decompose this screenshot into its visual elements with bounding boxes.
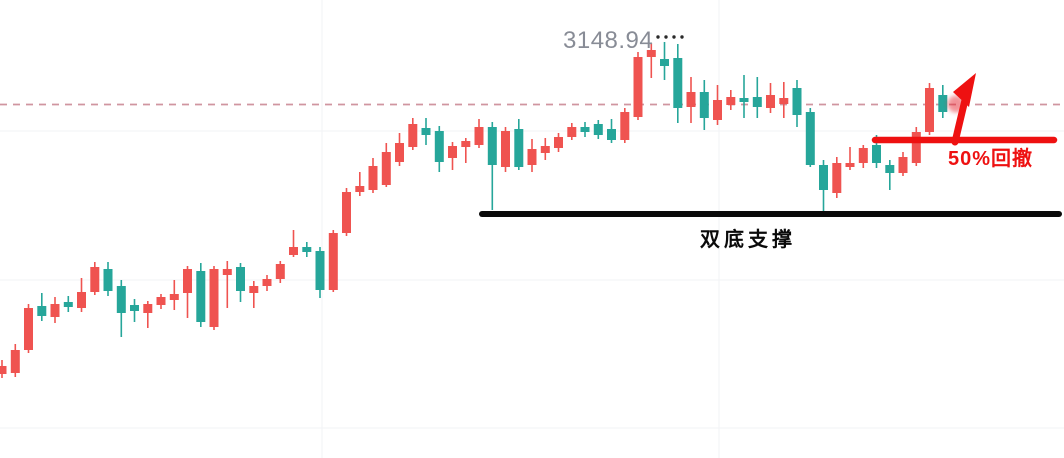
candle-body — [646, 50, 656, 57]
candle-body — [938, 95, 948, 112]
candle-body — [448, 146, 457, 158]
candle-body — [792, 88, 802, 115]
candle-body — [275, 264, 285, 279]
candle-body — [527, 149, 537, 165]
high-leader-dot — [680, 35, 684, 39]
candle-body — [342, 192, 351, 233]
candle-body — [686, 92, 696, 107]
candle-body — [567, 127, 577, 137]
candle-body — [249, 286, 259, 293]
candle-body — [607, 129, 616, 140]
candle-body — [262, 279, 272, 286]
double-bottom-support-label: 双底支撑 — [700, 229, 796, 251]
candle-body — [474, 127, 484, 145]
candle-body — [699, 92, 709, 118]
high-leader-dot — [656, 35, 660, 39]
candle-body — [739, 98, 749, 102]
candle-body — [222, 269, 232, 275]
candle-body — [885, 165, 895, 173]
candle-body — [368, 166, 378, 190]
candle-body — [858, 148, 868, 163]
candle-body — [540, 146, 550, 153]
candle-body — [196, 271, 206, 322]
candle-body — [90, 267, 100, 292]
candle-body — [766, 95, 775, 108]
candle-body — [37, 306, 47, 316]
candle-body — [63, 302, 73, 307]
candle-body — [143, 304, 153, 313]
candle-body — [925, 88, 934, 132]
high-leader-dot — [672, 35, 676, 39]
candle-body — [779, 98, 789, 104]
candle-body — [328, 233, 338, 290]
candle-body — [845, 163, 855, 167]
candle-body — [209, 269, 219, 327]
candle-body — [660, 59, 669, 66]
candle-body — [421, 128, 431, 135]
candle-body — [819, 165, 828, 190]
candle-body — [752, 97, 762, 107]
candle-body — [289, 247, 298, 255]
candle-body — [10, 350, 20, 373]
up-arrow-head — [953, 73, 976, 107]
candle-body — [315, 251, 325, 290]
candle-body — [169, 294, 179, 300]
candle-body — [116, 286, 126, 313]
candle-body — [156, 297, 166, 305]
candle-body — [805, 112, 815, 165]
candle-body — [236, 267, 245, 291]
up-arrow-shaft — [951, 96, 969, 146]
candle-body — [713, 100, 722, 120]
candle-body — [554, 137, 563, 148]
candle-body — [408, 124, 418, 147]
candle-body — [633, 57, 643, 117]
candle-body — [593, 124, 603, 135]
candle-body — [461, 141, 471, 147]
candle-body — [620, 112, 630, 140]
candle-body — [911, 132, 921, 163]
candle-body — [395, 143, 404, 162]
high-price-label: 3148.94 — [563, 27, 654, 54]
candle-body — [77, 292, 86, 308]
candle-body — [501, 131, 510, 167]
candle-body — [103, 269, 113, 291]
candle-body — [50, 304, 60, 317]
candle-body — [673, 58, 683, 108]
candle-body — [130, 305, 139, 311]
candle-body — [183, 269, 192, 293]
candle-body — [381, 152, 391, 185]
candle-body — [580, 127, 590, 132]
candle-body — [898, 157, 908, 173]
candle-body — [302, 247, 312, 252]
candle-body — [0, 366, 7, 374]
candle-body — [487, 127, 497, 165]
high-leader-dot — [664, 35, 668, 39]
retracement-label: 50%回撤 — [948, 148, 1034, 170]
candle-body — [355, 186, 365, 192]
candle-body — [832, 163, 842, 193]
candle-body — [434, 131, 444, 162]
candle-body — [24, 308, 33, 350]
candle-body — [726, 97, 736, 105]
candle-body — [872, 145, 881, 163]
candle-body — [514, 129, 524, 167]
